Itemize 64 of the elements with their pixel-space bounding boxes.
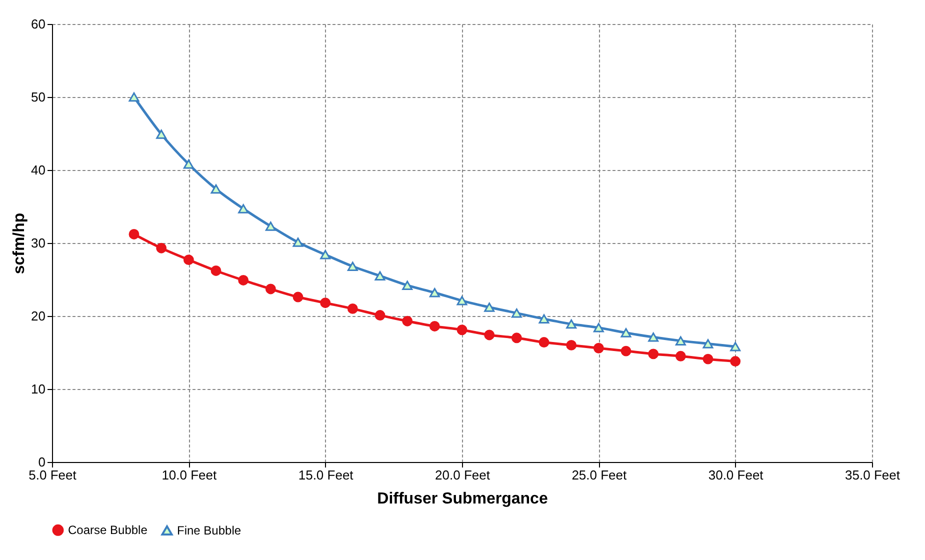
point bbox=[702, 354, 714, 364]
point bbox=[456, 296, 468, 306]
point bbox=[292, 292, 304, 302]
x-tick-label: 35.0 Feet bbox=[845, 468, 900, 482]
point bbox=[156, 242, 167, 254]
y-tick-label: 40 bbox=[31, 162, 46, 178]
point bbox=[484, 330, 495, 340]
point bbox=[730, 342, 741, 352]
point bbox=[511, 308, 522, 318]
point bbox=[210, 266, 222, 276]
point bbox=[456, 324, 468, 336]
point bbox=[538, 314, 550, 324]
point bbox=[675, 336, 686, 346]
point bbox=[347, 303, 358, 314]
y-axis-title: scfm/hp bbox=[11, 212, 28, 274]
x-axis-title: Diffuser Submergance bbox=[377, 490, 548, 508]
point bbox=[648, 332, 659, 342]
point bbox=[620, 346, 632, 356]
point bbox=[320, 250, 331, 260]
point bbox=[238, 204, 249, 214]
legend-label: Coarse Bubble bbox=[68, 523, 148, 538]
point bbox=[620, 328, 632, 338]
y-tick-label: 60 bbox=[31, 16, 46, 32]
point bbox=[402, 280, 413, 290]
y-tick-label: 0 bbox=[38, 454, 46, 470]
point bbox=[402, 316, 413, 326]
point bbox=[347, 262, 358, 271]
point bbox=[511, 332, 522, 344]
point bbox=[648, 348, 659, 360]
point bbox=[429, 321, 440, 332]
point bbox=[593, 323, 604, 332]
x-tick-label: 15.0 Feet bbox=[298, 468, 354, 482]
x-tick-label: 5.0 Feet bbox=[28, 468, 77, 482]
point bbox=[702, 339, 714, 348]
point bbox=[566, 319, 577, 329]
point bbox=[374, 271, 386, 280]
point bbox=[238, 275, 249, 286]
y-tick-label: 20 bbox=[31, 308, 46, 324]
point bbox=[128, 92, 140, 102]
point bbox=[484, 302, 495, 312]
point bbox=[292, 238, 304, 247]
point bbox=[675, 350, 686, 362]
point bbox=[183, 254, 194, 266]
point bbox=[538, 337, 550, 348]
y-tick-label: 30 bbox=[31, 236, 46, 250]
x-tick-label: 10.0 Feet bbox=[162, 468, 218, 482]
point bbox=[566, 340, 577, 350]
point bbox=[210, 184, 222, 194]
y-tick-label: 10 bbox=[31, 382, 46, 396]
x-tick-label: 20.0 Feet bbox=[435, 468, 490, 482]
x-tick-label: 30.0 Feet bbox=[708, 468, 764, 482]
point bbox=[183, 160, 194, 169]
point bbox=[730, 356, 741, 366]
point bbox=[265, 222, 276, 231]
point bbox=[128, 229, 140, 240]
y-tick-label: 50 bbox=[31, 90, 46, 104]
x-tick-label: 25.0 Feet bbox=[572, 468, 628, 482]
point bbox=[156, 130, 167, 139]
point bbox=[374, 310, 386, 320]
point bbox=[429, 288, 440, 298]
legend-label: Fine Bubble bbox=[177, 523, 242, 538]
point bbox=[593, 342, 604, 354]
point bbox=[320, 298, 331, 308]
point bbox=[265, 284, 276, 294]
